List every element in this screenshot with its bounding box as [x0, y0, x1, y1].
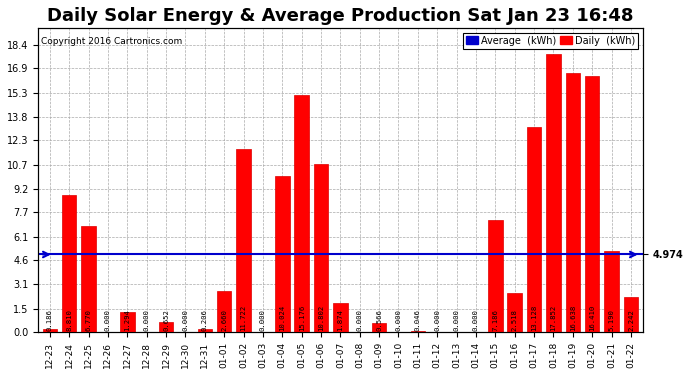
- Text: Copyright 2016 Cartronics.com: Copyright 2016 Cartronics.com: [41, 37, 182, 46]
- Bar: [488, 220, 502, 332]
- Text: 17.852: 17.852: [551, 304, 556, 331]
- Bar: [624, 297, 638, 332]
- Bar: [275, 176, 290, 332]
- Text: 0.566: 0.566: [376, 309, 382, 331]
- Title: Daily Solar Energy & Average Production Sat Jan 23 16:48: Daily Solar Energy & Average Production …: [47, 7, 633, 25]
- Text: 2.660: 2.660: [221, 309, 227, 331]
- Bar: [372, 323, 386, 332]
- Text: 15.176: 15.176: [299, 304, 304, 331]
- Text: 0.000: 0.000: [144, 309, 150, 331]
- Text: 0.000: 0.000: [182, 309, 188, 331]
- Text: 0.000: 0.000: [473, 309, 479, 331]
- Text: 0.000: 0.000: [260, 309, 266, 331]
- Text: 0.000: 0.000: [395, 309, 402, 331]
- Text: 2.518: 2.518: [512, 309, 518, 331]
- Text: 0.000: 0.000: [357, 309, 363, 331]
- Text: 0.000: 0.000: [453, 309, 460, 331]
- Text: 1.294: 1.294: [124, 309, 130, 331]
- Text: 5.190: 5.190: [609, 309, 615, 331]
- Text: 0.000: 0.000: [434, 309, 440, 331]
- Text: 0.652: 0.652: [163, 309, 169, 331]
- Text: 16.638: 16.638: [570, 304, 576, 331]
- Text: 0.186: 0.186: [47, 309, 53, 331]
- Bar: [295, 95, 309, 332]
- Bar: [585, 76, 600, 332]
- Text: 7.186: 7.186: [493, 309, 498, 331]
- Bar: [546, 54, 561, 332]
- Text: 0.206: 0.206: [201, 309, 208, 331]
- Bar: [197, 329, 212, 332]
- Text: 8.810: 8.810: [66, 309, 72, 331]
- Text: 0.000: 0.000: [105, 309, 111, 331]
- Bar: [159, 322, 173, 332]
- Bar: [566, 72, 580, 332]
- Bar: [527, 127, 542, 332]
- Text: 10.802: 10.802: [318, 304, 324, 331]
- Text: 16.410: 16.410: [589, 304, 595, 331]
- Bar: [314, 164, 328, 332]
- Legend: Average  (kWh), Daily  (kWh): Average (kWh), Daily (kWh): [463, 33, 638, 49]
- Bar: [81, 226, 96, 332]
- Bar: [236, 149, 250, 332]
- Text: 13.128: 13.128: [531, 304, 537, 331]
- Bar: [333, 303, 348, 332]
- Bar: [120, 312, 135, 332]
- Bar: [217, 291, 231, 332]
- Text: 1.874: 1.874: [337, 309, 344, 331]
- Text: 11.722: 11.722: [241, 304, 246, 331]
- Text: 10.024: 10.024: [279, 304, 285, 331]
- Text: 6.770: 6.770: [86, 309, 92, 331]
- Bar: [62, 195, 77, 332]
- Text: 2.242: 2.242: [628, 309, 634, 331]
- Text: 0.046: 0.046: [415, 309, 421, 331]
- Bar: [507, 293, 522, 332]
- Bar: [43, 329, 57, 332]
- Bar: [604, 251, 619, 332]
